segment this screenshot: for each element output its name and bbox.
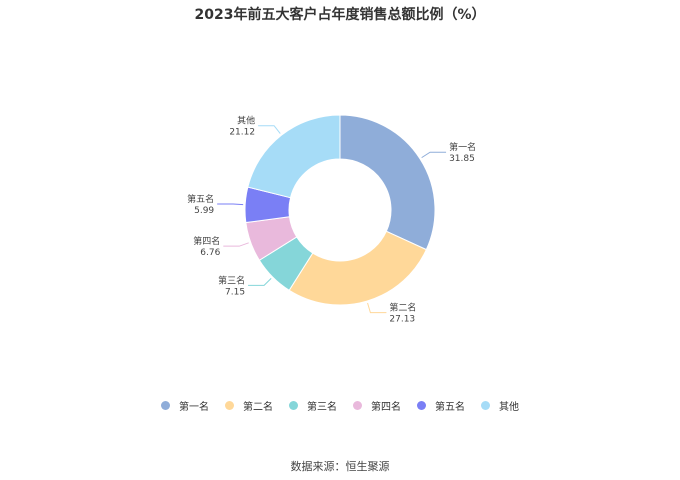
chart-legend: 第一名 第二名 第三名 第四名 第五名 其他 [0, 398, 680, 413]
slice-label-value: 5.99 [194, 206, 214, 216]
legend-swatch [289, 401, 298, 410]
slice-label-name: 第四名 [193, 235, 220, 247]
legend-label: 第三名 [307, 402, 337, 413]
donut-slice [339, 114, 436, 251]
legend-label: 第二名 [243, 402, 273, 413]
legend-item[interactable]: 第五名 [417, 398, 465, 413]
legend-swatch [481, 401, 490, 410]
slice-label-name: 其他 [237, 115, 255, 127]
legend-swatch [353, 401, 362, 410]
legend-label: 第四名 [371, 402, 401, 413]
slice-label-value: 21.12 [229, 128, 255, 138]
donut-slice [247, 114, 341, 199]
leader-line [258, 125, 281, 134]
legend-item[interactable]: 第四名 [353, 398, 401, 413]
leader-line [367, 302, 387, 314]
slice-label-name: 第二名 [389, 302, 416, 314]
donut-slice [288, 230, 427, 306]
slice-label-value: 6.76 [200, 248, 220, 258]
chart-title: 2023年前五大客户占年度销售总额比例（%） [194, 7, 486, 23]
legend-swatch [417, 401, 426, 410]
data-source: 数据来源：恒生聚源 [290, 460, 390, 473]
legend-swatch [161, 401, 170, 410]
leader-line [223, 242, 249, 247]
slice-label-value: 27.13 [389, 315, 415, 325]
leader-line [217, 203, 244, 206]
legend-item[interactable]: 第二名 [225, 398, 273, 413]
slice-label-name: 第五名 [187, 193, 214, 205]
slice-label-value: 31.85 [449, 154, 475, 164]
legend-item[interactable]: 第三名 [289, 398, 337, 413]
slice-label-name: 第一名 [449, 141, 476, 153]
legend-item[interactable]: 第一名 [161, 398, 209, 413]
legend-swatch [225, 401, 234, 410]
legend-label: 第一名 [179, 402, 209, 413]
legend-label: 第五名 [435, 402, 465, 413]
legend-label: 其他 [499, 402, 519, 413]
legend-item[interactable]: 其他 [481, 398, 519, 413]
leader-line [248, 277, 272, 286]
slice-label-name: 第三名 [218, 274, 245, 286]
slice-label-value: 7.15 [225, 287, 245, 297]
leader-line [421, 151, 447, 159]
